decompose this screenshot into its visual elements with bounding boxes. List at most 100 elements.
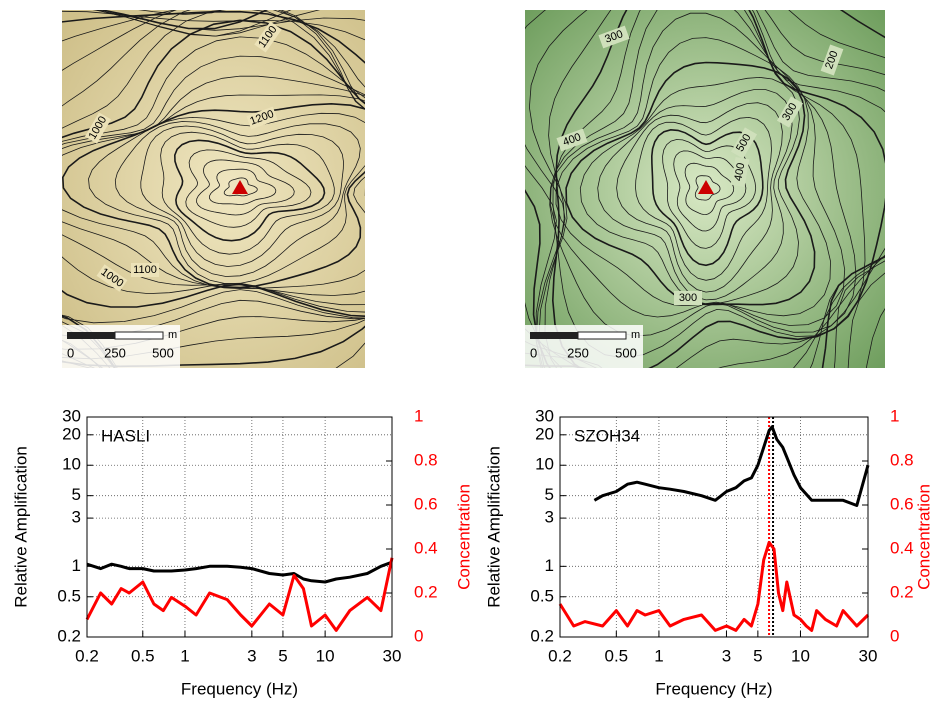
scale-label: 250 [104,345,126,360]
y2-tick-label: 0.6 [890,494,914,513]
contour-line [62,55,365,306]
y2-tick-label: 1 [890,406,899,425]
contour-line [635,116,772,281]
y2-tick-label: 0 [890,626,899,645]
y-tick-label: 0.2 [57,626,81,645]
x-tick-label: 5 [753,646,762,665]
plot-frame [86,416,393,638]
scale-label: 500 [615,345,637,360]
y2-tick-label: 0.8 [890,450,914,469]
y-axis-label: Relative Amplification [484,446,503,608]
y-tick-label: 30 [535,406,554,425]
data-line [86,560,393,584]
x-tick-label: 3 [247,646,256,665]
x-tick-label: 0.5 [605,646,629,665]
x-tick-label: 1 [180,646,189,665]
y2-tick-label: 0.6 [414,494,438,513]
station-marker [232,180,248,194]
x-tick-label: 0.5 [131,646,155,665]
y-tick-label: 1 [545,556,554,575]
y-tick-label: 0.2 [530,626,554,645]
annotation: HASLI [101,426,150,445]
contour-label: 400 [732,162,747,182]
x-tick-label: 30 [859,646,878,665]
contour-line [684,162,735,216]
y2-axis-label: Concentration [914,484,933,590]
y2-tick-label: 0 [414,626,423,645]
y2-tick-label: 0.4 [890,538,914,557]
x-tick-label: 0.2 [548,646,572,665]
scale-label: 0 [67,345,74,360]
contour-line [525,10,885,368]
contour-line [62,94,365,290]
y-tick-label: 30 [62,406,81,425]
station-marker [698,180,714,194]
contour-line [196,159,295,216]
contour-line [673,150,747,232]
x-tick-label: 1 [654,646,663,665]
contour-line [650,128,764,267]
y2-tick-label: 0.8 [414,450,438,469]
contour-line [62,36,365,313]
y-axis-label: Relative Amplification [11,446,30,608]
x-tick-label: 10 [316,646,335,665]
contour-line [185,149,312,228]
scale-bar-dark [530,332,578,339]
x-tick-label: 3 [722,646,731,665]
scale-bar-light [577,331,627,340]
data-line [85,557,394,632]
contour-label-bg [730,127,758,159]
y-tick-label: 20 [62,424,81,443]
chart: 0.2 0.5 1 3 5 10 300.20.513510203000.20.40.60.… [11,406,473,698]
contour-line [549,10,857,337]
map-background [62,10,365,368]
annotation: SZOH34 [574,426,640,445]
y-tick-label: 10 [535,455,554,474]
contour-label-bg [598,25,630,49]
y-tick-label: 0.5 [530,586,554,605]
data-line [593,425,870,507]
contour-label-bg [254,21,282,53]
y-tick-label: 3 [545,508,554,527]
contour-line [160,131,335,255]
contour-line [208,168,277,205]
scale-unit: m [168,329,177,341]
scale-bar-dark [67,332,115,339]
contour-line [565,61,816,306]
y-tick-label: 3 [72,508,81,527]
contour-line [62,102,365,289]
contour-label: 300 [679,292,697,304]
contour-line [579,76,800,305]
contour-line [62,10,365,360]
x-tick-label: 10 [791,646,810,665]
contour-line [597,89,793,301]
contour-line [62,10,365,350]
contour-line [173,139,326,242]
scale-label: 0 [530,345,537,360]
y-tick-label: 5 [545,485,554,504]
scale-unit: m [631,329,640,341]
contour-label-bg [820,44,844,76]
contour-label: 1100 [133,264,157,276]
contour-line [616,102,783,293]
y-tick-label: 10 [62,455,81,474]
y2-axis-label: Concentration [454,484,473,590]
contour-line [62,10,365,368]
contour-line [549,12,846,326]
contour-line [140,125,344,267]
chart: 0.2 0.5 1 3 5 10 300.20.513510203000.20.40.60.… [484,406,933,698]
y-tick-label: 20 [535,424,554,443]
contour-label-bg [84,112,112,144]
contour-line [528,10,885,368]
contour-label: 400 [561,131,582,149]
contour-line [662,139,757,249]
contour-line [223,177,258,197]
y2-tick-label: 0.2 [414,582,438,601]
y-tick-label: 0.5 [57,586,81,605]
y2-tick-label: 0.2 [890,582,914,601]
scale-label: 250 [567,345,589,360]
x-axis-label: Frequency (Hz) [181,679,298,698]
